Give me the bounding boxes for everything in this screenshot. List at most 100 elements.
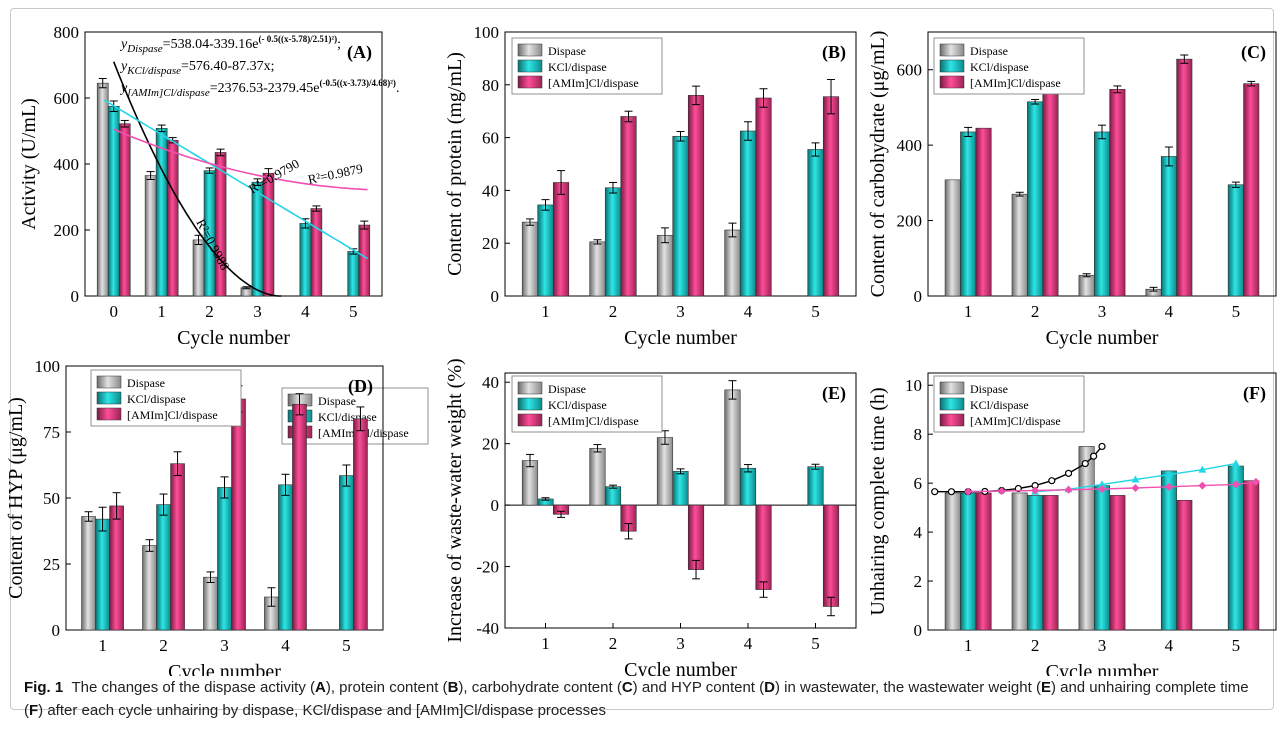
- p4-legend-swatch-0: [517, 381, 543, 395]
- p0-legend-label-0: Dispase: [318, 394, 356, 408]
- p1-xlabel: Cycle number: [624, 327, 737, 349]
- p5-trend-line-0: [934, 445, 1103, 493]
- p3-xtick-label-0: 1: [98, 636, 107, 655]
- p1-ytick-label-5: 100: [474, 23, 500, 42]
- p3-bar-0-0: [81, 516, 96, 631]
- p4-ytick-label-2: 0: [491, 496, 500, 515]
- p0-bar-2-4: [310, 208, 323, 297]
- p1-xtick-label-3: 4: [744, 302, 753, 321]
- caption-part-2: ), protein content (: [325, 679, 448, 696]
- caption-part-6: ) and HYP content (: [632, 679, 765, 696]
- p0-ytick-label-0: 0: [71, 287, 80, 306]
- p0-bar-0-1: [144, 175, 157, 297]
- p0-bar-2-0: [118, 123, 131, 297]
- caption-part-5: C: [621, 679, 633, 696]
- p5-panel-label: (F): [1243, 383, 1266, 404]
- p4-legend-label-1: KCl/dispase: [548, 398, 607, 412]
- p0-ytick-label-3: 600: [54, 89, 80, 108]
- p4-bar-1-2: [672, 471, 689, 506]
- p4-ytick-label-1: -20: [476, 558, 499, 577]
- p0-equation-2: y[AMIm]Cl/dispase=2376.53-2379.45e(-0.5(…: [119, 78, 399, 99]
- p5-trend-point-0-0: [931, 488, 939, 496]
- p1-legend-swatch-0: [517, 43, 543, 57]
- p4-xlabel: Cycle number: [624, 659, 737, 676]
- p4-legend-swatch-1: [517, 397, 543, 411]
- p0-ylabel: Activity (U/mL): [18, 98, 40, 230]
- p5-trend-point-0-1: [947, 488, 956, 496]
- p4-panel-label: (E): [822, 383, 846, 404]
- p2-bar-2-4: [1243, 83, 1260, 297]
- p0-xlabel: Cycle number: [177, 327, 290, 349]
- p3-ytick-label-0: 0: [52, 621, 61, 640]
- p5-trend-point-2-9: [1251, 477, 1260, 486]
- p0-xtick-label-0: 0: [109, 302, 118, 321]
- p1-ylabel: Content of protein (mg/mL): [444, 52, 466, 276]
- p2-legend-swatch-0: [939, 43, 965, 57]
- p2-bar-1-0: [960, 131, 977, 297]
- p3-bar-1-1: [156, 504, 171, 631]
- p0-bar-1-0: [107, 105, 120, 297]
- p4-legend-label-2: [AMIm]Cl/dispase: [548, 414, 639, 428]
- caption-text: The changes of the dispase activity (A),…: [24, 679, 1249, 719]
- p0-bar-1-1: [155, 128, 168, 297]
- p4-legend-label-0: Dispase: [548, 382, 586, 396]
- p5-bar-1-0: [960, 492, 977, 631]
- p1-bar-1-1: [604, 187, 622, 297]
- caption-label: Fig. 1: [24, 679, 64, 696]
- p1-legend-label-0: Dispase: [548, 44, 586, 58]
- p0-ytick-label-2: 400: [54, 155, 80, 174]
- p1-legend-label-1: KCl/dispase: [548, 60, 607, 74]
- p0-bar-1-5: [347, 251, 360, 297]
- caption-part-1: A: [314, 679, 326, 696]
- p1-xtick-label-4: 5: [811, 302, 820, 321]
- p3-xlabel: Cycle number: [168, 661, 281, 676]
- p0-xtick-label-4: 4: [301, 302, 310, 321]
- caption-part-7: D: [764, 679, 775, 696]
- p5-trend-point-1-3: [1131, 475, 1140, 483]
- p5-ytick-label-2: 4: [914, 523, 923, 542]
- p1-legend-label-2: [AMIm]Cl/dispase: [548, 76, 639, 90]
- p2-bar-2-2: [1109, 89, 1126, 297]
- p2-panel-label: (C): [1241, 42, 1266, 63]
- p4-xtick-label-1: 2: [609, 634, 618, 653]
- p0-panel-label: (A): [347, 42, 372, 63]
- p5-legend-swatch-0: [939, 381, 965, 395]
- p4-bar-1-4: [807, 466, 824, 506]
- p2-ylabel: Content of carbohydrate (μg/mL): [867, 31, 889, 298]
- caption-part-8: ) in wastewater, the wastewater weight (: [774, 679, 1041, 696]
- p1-bar-1-2: [672, 135, 689, 297]
- caption-part-4: ), carbohydrate content (: [458, 679, 622, 696]
- p3-bar-2-1: [170, 463, 185, 631]
- p3-bar-1-4: [339, 475, 354, 631]
- p5-bar-2-1: [1042, 495, 1059, 631]
- p5-bar-1-1: [1027, 495, 1044, 631]
- p3-xtick-label-1: 2: [159, 636, 168, 655]
- p2-legend-label-2: [AMIm]Cl/dispase: [970, 76, 1061, 90]
- p4-bar-1-1: [604, 486, 622, 506]
- p0-fit-curve-1: [103, 99, 369, 260]
- p5-trend-point-2-0: [964, 487, 973, 496]
- p3-legend-label-2: [AMIm]Cl/dispase: [127, 408, 218, 422]
- p3-bar-2-3: [292, 403, 307, 631]
- p5-bar-2-2: [1109, 495, 1126, 631]
- p5-ylabel: Unhairing complete time (h): [867, 387, 889, 615]
- p3-legend-label-1: KCl/dispase: [127, 392, 186, 406]
- p5-xtick-label-1: 2: [1031, 636, 1040, 655]
- p1-ytick-label-0: 0: [491, 287, 500, 306]
- p2-ytick-label-0: 0: [914, 287, 923, 306]
- p5-ytick-label-1: 2: [914, 572, 923, 591]
- p0-ytick-label-1: 200: [54, 221, 80, 240]
- p5-trend-point-2-4: [1098, 485, 1106, 494]
- p3-legend-label-0: Dispase: [127, 376, 165, 390]
- p0-xtick-label-1: 1: [157, 302, 166, 321]
- p2-xtick-label-1: 2: [1031, 302, 1040, 321]
- p5-xlabel: Cycle number: [1046, 661, 1159, 676]
- p4-ylabel: Increase of waste-water weight (%): [444, 358, 466, 642]
- p5-ytick-label-4: 8: [914, 425, 923, 444]
- p1-bar-2-4: [822, 96, 840, 297]
- p2-bar-1-4: [1227, 184, 1244, 297]
- p5-trend-point-2-7: [1198, 481, 1207, 490]
- p4-ytick-label-3: 20: [482, 435, 499, 454]
- p5-trend-point-1-2: [1098, 480, 1106, 488]
- p1-bar-2-0: [552, 182, 570, 297]
